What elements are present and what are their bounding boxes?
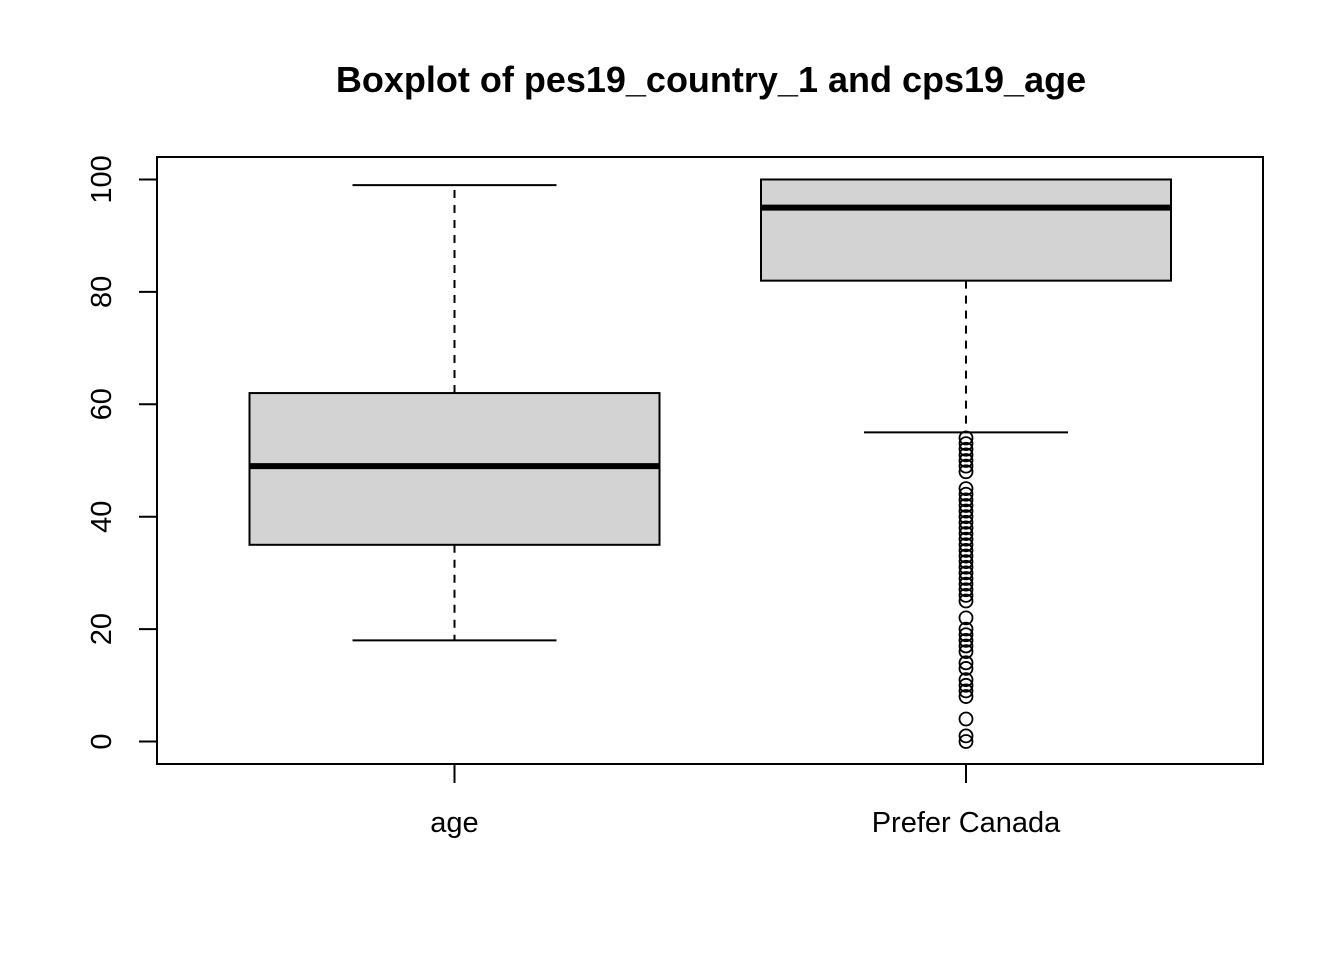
y-tick-label: 60 bbox=[86, 388, 118, 420]
box-prefer-canada bbox=[760, 178, 1172, 749]
outlier-point bbox=[958, 548, 974, 564]
outlier-point bbox=[958, 644, 974, 659]
outlier-point bbox=[958, 486, 974, 502]
outlier-point bbox=[958, 610, 974, 626]
outlier-point bbox=[958, 520, 974, 536]
y-tick-label: 40 bbox=[86, 501, 118, 533]
outlier-point bbox=[958, 514, 974, 530]
y-tick-label: 0 bbox=[86, 733, 118, 749]
chart-title: Boxplot of pes19_country_1 and cps19_age bbox=[336, 59, 1086, 100]
outlier-point bbox=[958, 571, 974, 586]
outlier-point bbox=[958, 430, 974, 446]
boxes-group bbox=[248, 178, 1172, 749]
outlier-point bbox=[958, 632, 974, 648]
outlier-point bbox=[958, 565, 974, 581]
outlier-point bbox=[958, 582, 974, 598]
outlier-point bbox=[958, 683, 974, 699]
outlier-point bbox=[958, 481, 974, 497]
x-tick-label: age bbox=[430, 807, 478, 839]
outlier-point bbox=[958, 453, 974, 468]
y-tick-label: 20 bbox=[86, 613, 118, 645]
x-axis: age Prefer Canada bbox=[430, 764, 1061, 839]
y-tick-label: 80 bbox=[86, 276, 118, 308]
outlier-point bbox=[958, 436, 974, 452]
outlier-point bbox=[958, 627, 974, 643]
outlier-point bbox=[958, 587, 974, 603]
outlier-point bbox=[958, 661, 974, 676]
outlier-point bbox=[958, 543, 974, 558]
outlier-point bbox=[958, 441, 974, 457]
outlier-point bbox=[958, 464, 974, 480]
outlier-point bbox=[958, 526, 974, 541]
x-tick-label: Prefer Canada bbox=[872, 807, 1061, 839]
outlier-point bbox=[958, 531, 974, 547]
y-tick-label: 100 bbox=[86, 155, 118, 203]
outlier-point bbox=[958, 559, 974, 575]
outlier-point bbox=[958, 447, 974, 463]
outlier-point bbox=[958, 593, 974, 609]
outlier-point bbox=[958, 711, 974, 727]
box-age bbox=[248, 184, 661, 642]
outlier-point bbox=[958, 576, 974, 592]
outlier-point bbox=[958, 492, 974, 508]
outlier-point bbox=[958, 458, 974, 474]
outlier-point bbox=[958, 689, 974, 704]
y-axis: 0 20 40 60 80 100 bbox=[86, 155, 158, 750]
outlier-point bbox=[958, 503, 974, 519]
iqr-box bbox=[760, 178, 1172, 282]
outlier-point bbox=[958, 621, 974, 637]
outlier-point bbox=[958, 655, 974, 671]
outlier-point bbox=[958, 537, 974, 553]
outlier-point bbox=[958, 554, 974, 570]
outlier-point bbox=[958, 728, 974, 744]
outlier-point bbox=[958, 672, 974, 688]
outlier-point bbox=[958, 638, 974, 654]
outlier-point bbox=[958, 509, 974, 525]
outlier-point bbox=[958, 734, 974, 749]
outlier-point bbox=[958, 677, 974, 693]
outlier-point bbox=[958, 498, 974, 513]
